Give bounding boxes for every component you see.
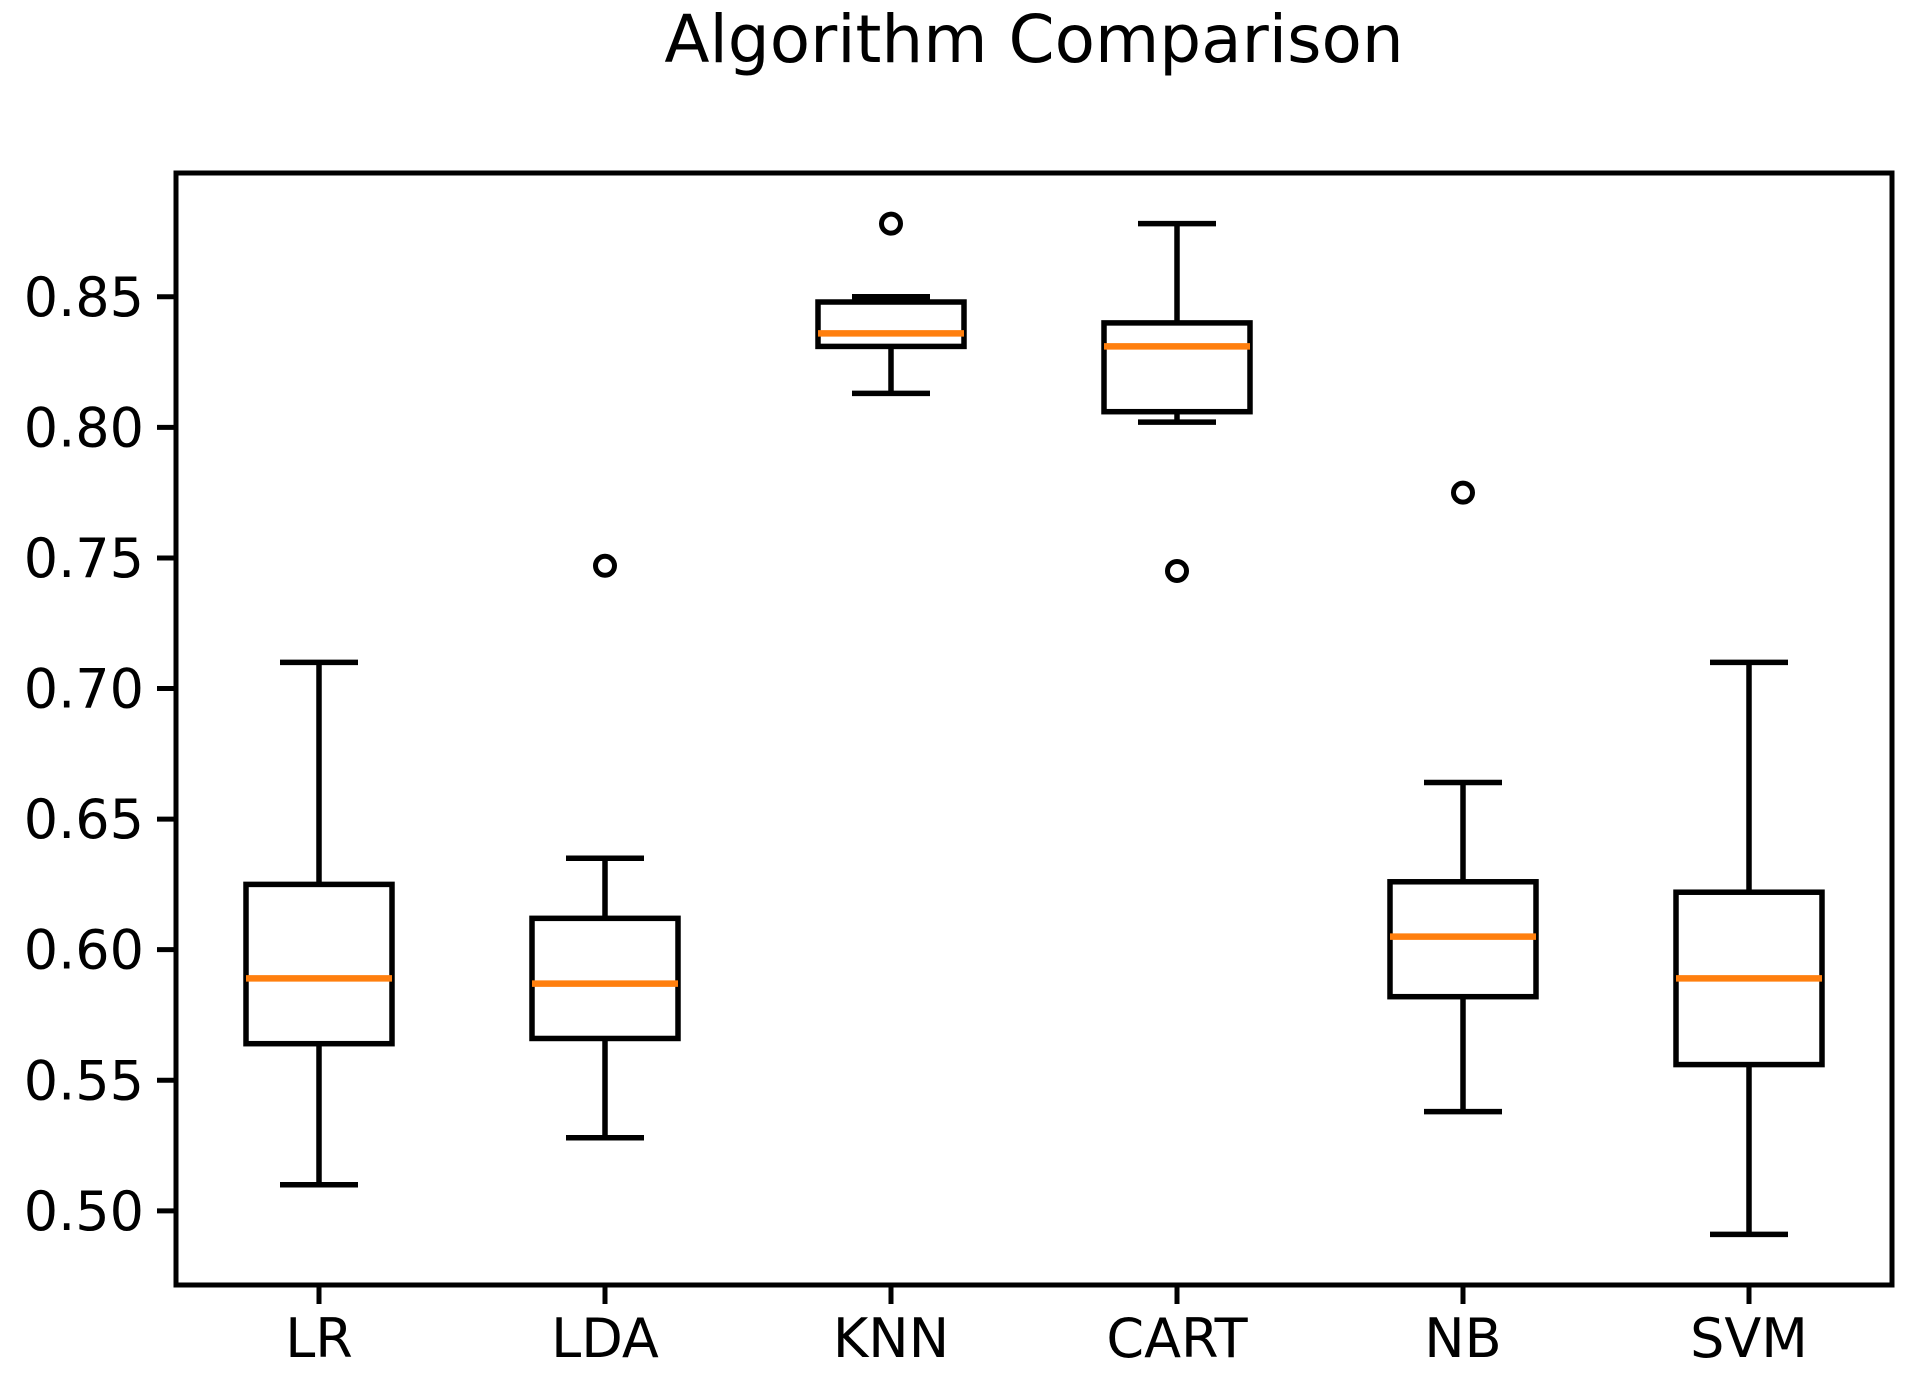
flier-NB [1451,480,1475,505]
y-tick-label-0.75: 0.75 [24,527,144,590]
y-tick-label-0.80: 0.80 [24,396,144,459]
box-LDA [529,915,681,1042]
x-tick-label-KNN: KNN [833,1307,949,1370]
y-tick-label-0.60: 0.60 [24,919,144,982]
y-tick-label-0.70: 0.70 [24,658,144,721]
flier-KNN [879,211,903,236]
flier-CART [1165,559,1189,584]
x-tick-label-CART: CART [1106,1307,1248,1370]
box-KNN [815,299,967,350]
x-tick-label-SVM: SVM [1690,1307,1808,1370]
chart-title: Algorithm Comparison [664,1,1404,78]
axes-frame [173,170,1895,1288]
x-tick-label-LR: LR [285,1307,353,1370]
box-CART [1101,320,1253,415]
y-tick-label-0.85: 0.85 [24,266,144,329]
x-tick-label-LDA: LDA [551,1307,659,1370]
y-tick-label-0.55: 0.55 [24,1049,144,1112]
y-tick-label-0.65: 0.65 [24,788,144,851]
box-LR [243,881,395,1047]
x-tick-label-NB: NB [1424,1307,1501,1370]
y-tick-label-0.50: 0.50 [24,1180,144,1243]
flier-LDA [593,553,617,578]
